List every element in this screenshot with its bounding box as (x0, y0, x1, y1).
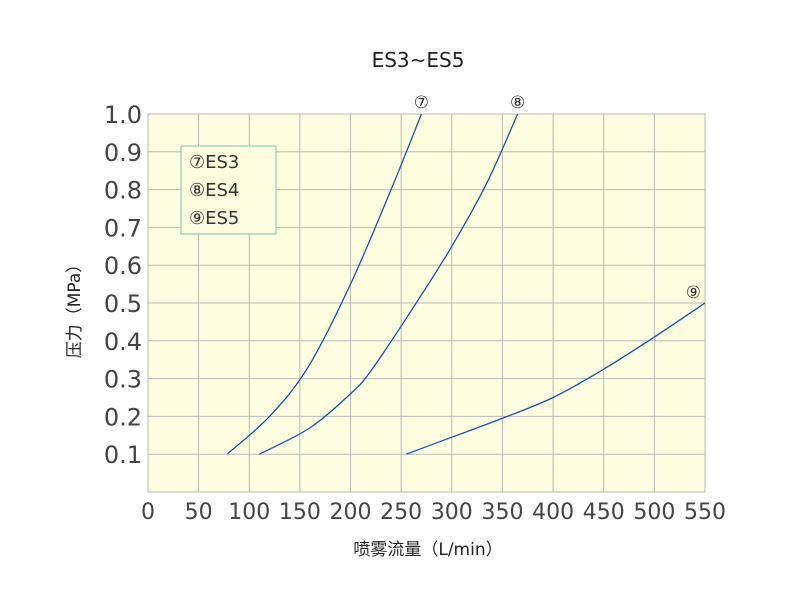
y-tick-label: 0.7 (104, 214, 142, 242)
y-tick-label: 0.1 (104, 441, 142, 469)
y-tick-label: 0.3 (104, 366, 142, 394)
tick-labels: 0 50 100 150 200 250 300 350 400 450 500 550 0.1 0.2 0… (104, 101, 726, 525)
series-marker-3: ⑨ (686, 283, 701, 303)
y-tick-label: 1.0 (104, 101, 142, 129)
y-axis-label: 压力（MPa） (65, 256, 85, 359)
legend-item-es3: ⑦ES3 (189, 152, 239, 173)
series-marker-2: ⑧ (510, 93, 525, 113)
y-tick-label: 0.6 (104, 252, 142, 280)
series-marker-1: ⑦ (414, 93, 429, 113)
y-tick-label: 0.9 (104, 139, 142, 167)
series-line-3 (406, 302, 706, 455)
x-tick-label: 550 (684, 500, 726, 525)
y-tick-label: 0.5 (104, 290, 142, 318)
series-lines (226, 113, 706, 455)
series-markers: ⑦ ⑧ ⑨ (414, 93, 701, 303)
x-tick-label: 0 (141, 500, 155, 525)
x-tick-label: 450 (583, 500, 625, 525)
legend-item-es5: ⑨ES5 (189, 208, 239, 229)
x-tick-label: 150 (279, 500, 321, 525)
x-tick-label: 350 (481, 500, 523, 525)
x-tick-label: 100 (228, 500, 270, 525)
legend: ⑦ES3 ⑧ES4 ⑨ES5 (180, 145, 277, 235)
x-tick-label: 400 (532, 500, 574, 525)
y-tick-label: 0.4 (104, 328, 142, 356)
y-tick-label: 0.8 (104, 177, 142, 205)
legend-item-es4: ⑧ES4 (189, 180, 239, 201)
x-axis-label: 喷雾流量（L/min） (353, 540, 502, 560)
chart-title: ES3~ES5 (372, 48, 465, 72)
series-line-2 (259, 113, 519, 455)
x-tick-label: 500 (633, 500, 675, 525)
y-tick-label: 0.2 (104, 403, 142, 431)
legend-box (180, 145, 277, 235)
x-tick-label: 200 (330, 500, 372, 525)
x-tick-label: 300 (431, 500, 473, 525)
series-line-1 (226, 113, 423, 455)
x-tick-label: 250 (380, 500, 422, 525)
x-tick-label: 50 (185, 500, 213, 525)
